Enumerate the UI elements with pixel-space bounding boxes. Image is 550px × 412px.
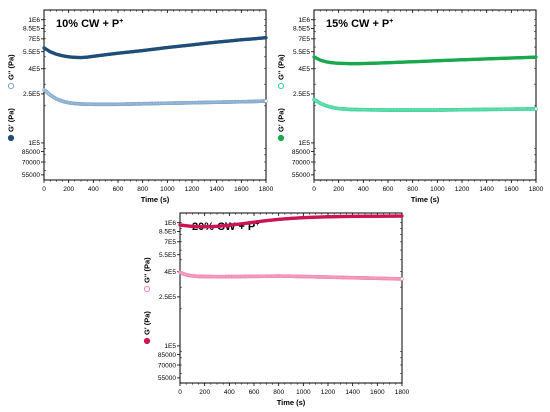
x-axis-title: Time (s) (141, 195, 170, 204)
y-tick-label: 55000 (292, 172, 310, 179)
x-tick-label: 600 (249, 389, 260, 396)
y-tick-label: 2.5E5 (293, 91, 310, 98)
x-tick-label: 1600 (504, 186, 519, 193)
x-axis-title: Time (s) (411, 195, 440, 204)
x-tick-label: 400 (224, 389, 235, 396)
legend-marker-gpp (143, 285, 151, 293)
x-tick-label: 1400 (209, 186, 224, 193)
chart-panel-3: 0 200 400 600 800 1000 1200 1400 1600 1800 1E6 8.5E… (143, 212, 410, 407)
y-tick-label: 5.5E5 (159, 252, 176, 259)
x-tick-label: 1800 (395, 389, 410, 396)
x-tick-label: 800 (407, 186, 418, 193)
legend-marker-gpp (277, 82, 285, 90)
x-tick-label: 600 (113, 186, 124, 193)
y-tick-label: 55000 (22, 172, 40, 179)
y-tick-label: 8.5E5 (23, 26, 40, 33)
series-gp (178, 214, 404, 229)
x-tick-label: 0 (178, 389, 182, 396)
x-tick-label: 1400 (479, 186, 494, 193)
y-tick-label: 1E5 (28, 140, 40, 147)
x-tick-label: 0 (312, 186, 316, 193)
x-tick-label: 1800 (529, 186, 544, 193)
legend-marker-gp (277, 134, 285, 142)
series-gp (42, 35, 268, 60)
x-tick-label: 1200 (185, 186, 200, 193)
chart-panel-2: 0 200 400 600 800 1000 1200 1400 1600 1800 1E6 8.5E… (277, 9, 544, 204)
x-tick-label: 1000 (160, 186, 175, 193)
legend-marker-gp (7, 134, 15, 142)
x-tick-label: 400 (358, 186, 369, 193)
y-tick-label: 4E5 (164, 269, 176, 276)
series-gpp (178, 270, 404, 281)
y-tick-label: 5.5E5 (23, 49, 40, 56)
y-tick-label: 8.5E5 (159, 229, 176, 236)
x-tick-label: 800 (273, 389, 284, 396)
x-tick-label: 1000 (296, 389, 311, 396)
y-tick-label: 1E5 (298, 140, 310, 147)
x-tick-label: 200 (63, 186, 74, 193)
y-tick-label: 85000 (158, 352, 176, 359)
series-gpp (42, 87, 268, 107)
data-point (534, 107, 538, 111)
series-gp (312, 55, 538, 66)
x-tick-label: 400 (88, 186, 99, 193)
data-point (400, 277, 404, 281)
y-tick-label: 1E6 (28, 17, 40, 24)
y-axis-title-gpp: G'' (Pa) (143, 257, 152, 283)
y-tick-label: 7E5 (164, 239, 176, 246)
y-tick-label: 8.5E5 (293, 26, 310, 33)
data-point (400, 214, 404, 218)
y-tick-label: 7E5 (28, 36, 40, 43)
data-point (264, 35, 268, 40)
y-axis-title-gpp: G'' (Pa) (277, 54, 286, 80)
x-tick-label: 1600 (234, 186, 249, 193)
y-tick-label: 70000 (22, 159, 40, 166)
y-tick-label: 7E5 (298, 36, 310, 43)
series-gpp (312, 97, 538, 112)
y-tick-label: 70000 (158, 362, 176, 369)
x-tick-label: 200 (333, 186, 344, 193)
y-tick-label: 5.5E5 (293, 49, 310, 56)
chart-title: 15% CW + P+ (326, 18, 393, 30)
y-tick-label: 55000 (158, 375, 176, 382)
x-tick-label: 1400 (345, 389, 360, 396)
data-point (534, 55, 538, 59)
chart-panel-1: 0 200 400 600 800 1000 1200 1400 1600 1800 1E6 8.5E… (7, 9, 274, 204)
data-point (264, 99, 268, 103)
x-tick-label: 1800 (259, 186, 274, 193)
x-tick-label: 200 (199, 389, 210, 396)
y-tick-label: 70000 (292, 159, 310, 166)
x-tick-label: 800 (137, 186, 148, 193)
legend-marker-gp (143, 337, 151, 345)
y-axis-title-gp: G' (Pa) (143, 311, 152, 335)
x-tick-label: 1200 (321, 389, 336, 396)
y-tick-label: 2.5E5 (23, 91, 40, 98)
y-tick-label: 85000 (22, 149, 40, 156)
plot-frame (313, 9, 537, 181)
y-tick-label: 1E6 (298, 17, 310, 24)
y-tick-label: 1E5 (164, 343, 176, 350)
x-axis-title: Time (s) (277, 398, 306, 407)
legend-marker-gpp (7, 82, 15, 90)
y-axis-title-gp: G' (Pa) (277, 108, 286, 132)
y-axis-title-gp: G' (Pa) (7, 108, 16, 132)
x-tick-label: 0 (42, 186, 46, 193)
x-tick-label: 600 (383, 186, 394, 193)
x-tick-label: 1600 (370, 389, 385, 396)
y-tick-label: 4E5 (298, 66, 310, 73)
y-axis-title-gpp: G'' (Pa) (7, 54, 16, 80)
y-tick-label: 85000 (292, 149, 310, 156)
chart-title: 10% CW + P+ (56, 18, 123, 30)
x-tick-label: 1200 (455, 186, 470, 193)
plot-frame (43, 9, 267, 181)
plot-frame (179, 212, 403, 384)
y-tick-label: 4E5 (28, 66, 40, 73)
x-tick-label: 1000 (430, 186, 445, 193)
y-tick-label: 1E6 (164, 220, 176, 227)
y-tick-label: 2.5E5 (159, 294, 176, 301)
